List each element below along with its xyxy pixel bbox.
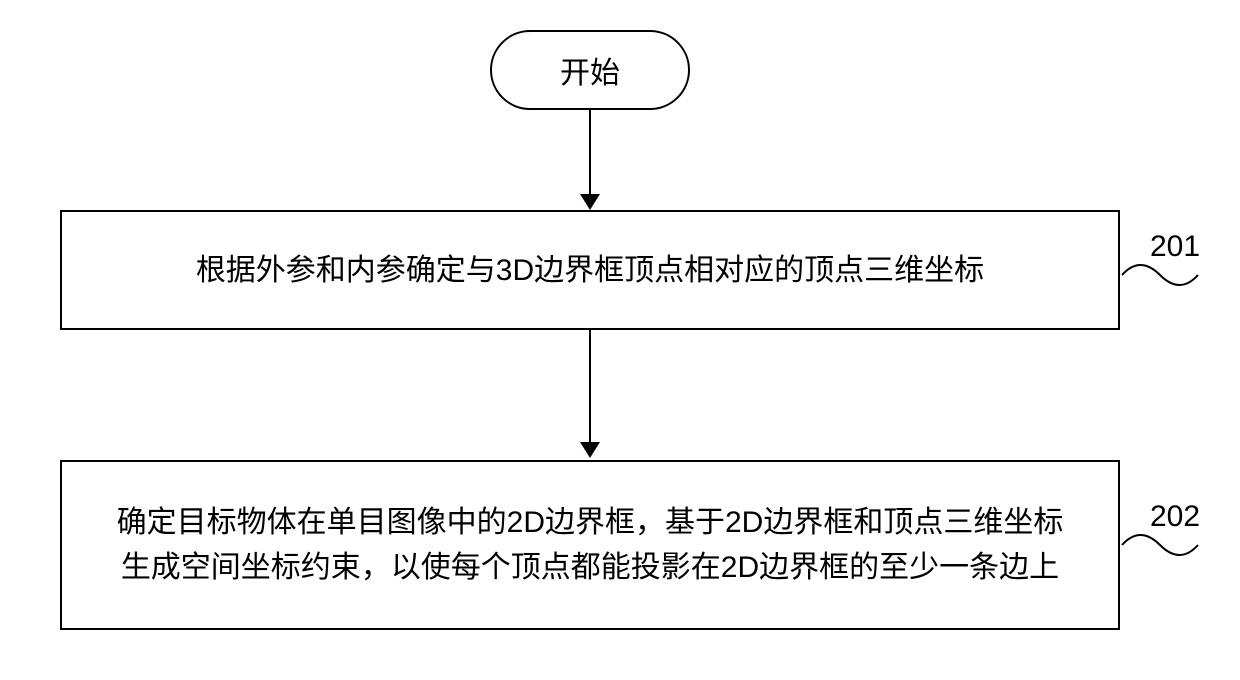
process-step2-text: 确定目标物体在单目图像中的2D边界框，基于2D边界框和顶点三维坐标生成空间坐标约… bbox=[102, 500, 1078, 590]
step2-number: 202 bbox=[1150, 500, 1200, 534]
start-label: 开始 bbox=[560, 48, 620, 92]
edge-start-step1-arrow bbox=[580, 194, 600, 210]
process-step1: 根据外参和内参确定与3D边界框顶点相对应的顶点三维坐标 bbox=[60, 210, 1120, 330]
step1-number: 201 bbox=[1150, 230, 1200, 264]
process-step2: 确定目标物体在单目图像中的2D边界框，基于2D边界框和顶点三维坐标生成空间坐标约… bbox=[60, 460, 1120, 630]
start-node: 开始 bbox=[490, 30, 690, 110]
edge-start-step1 bbox=[589, 110, 591, 196]
edge-step1-step2-arrow bbox=[580, 442, 600, 458]
process-step1-text: 根据外参和内参确定与3D边界框顶点相对应的顶点三维坐标 bbox=[196, 248, 984, 293]
edge-step1-step2 bbox=[589, 330, 591, 444]
